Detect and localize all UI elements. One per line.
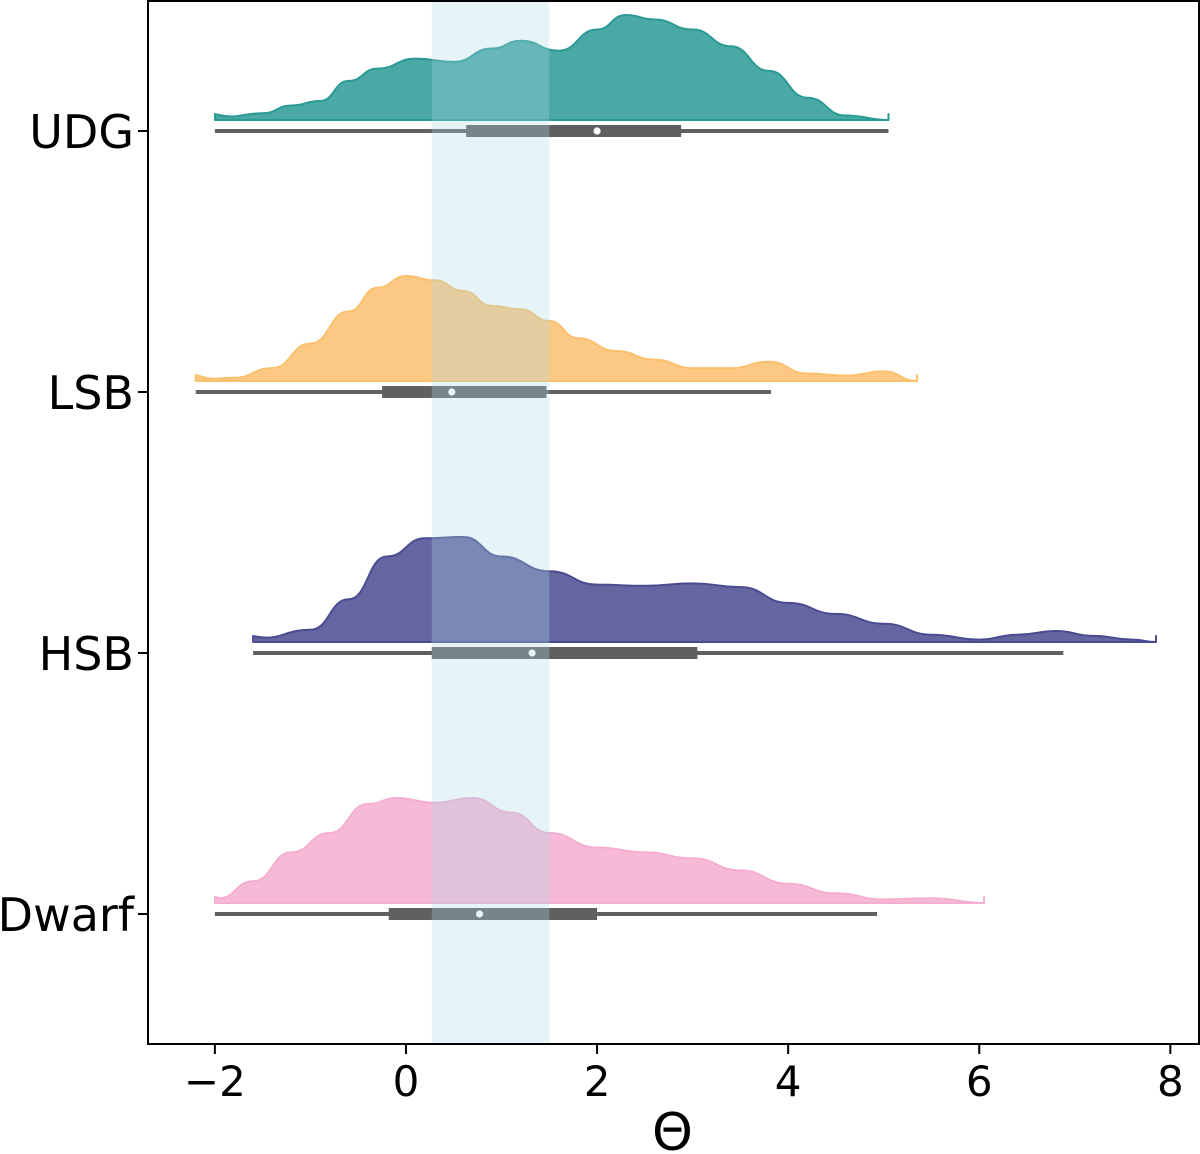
x-tick-label: 2	[584, 1057, 611, 1106]
series-lsb	[194, 275, 919, 398]
x-tick-label: 8	[1157, 1057, 1184, 1106]
highlight-band	[431, 1, 550, 1044]
density-cloud-udg	[213, 14, 890, 121]
y-category-label: HSB	[39, 627, 134, 681]
series-dwarf	[213, 797, 985, 920]
median-dot-udg	[593, 127, 601, 135]
plot-frame	[147, 0, 1200, 1045]
x-tick-label: 6	[966, 1057, 993, 1106]
density-cloud-hsb	[252, 536, 1157, 643]
x-tick-label: 4	[775, 1057, 802, 1106]
median-dot-lsb	[448, 388, 456, 396]
series-layer	[194, 1, 1157, 1044]
iqr-box-lsb	[382, 386, 547, 398]
iqr-box-hsb	[431, 647, 698, 659]
median-dot-dwarf	[475, 910, 484, 918]
density-cloud-lsb	[194, 275, 919, 382]
y-category-label: LSB	[48, 366, 134, 420]
iqr-box-udg	[466, 125, 682, 137]
series-udg	[213, 14, 890, 137]
axis-layer: −2 0 2 4 6 8 UDG LSB HSB Dwarf	[0, 105, 1184, 1106]
x-tick-label: −2	[184, 1057, 246, 1106]
x-axis-title: Θ	[652, 1103, 693, 1154]
median-dot-hsb	[528, 649, 536, 657]
iqr-box-dwarf	[388, 908, 598, 920]
x-tick-label: 0	[393, 1057, 420, 1106]
y-category-label: UDG	[29, 105, 134, 159]
y-category-label: Dwarf	[0, 888, 136, 942]
series-hsb	[252, 536, 1157, 659]
density-cloud-dwarf	[213, 797, 985, 904]
